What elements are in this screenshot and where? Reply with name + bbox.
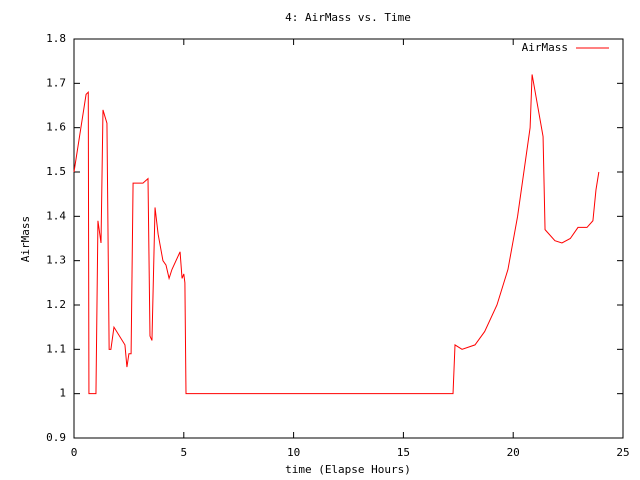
chart-title: 4: AirMass vs. Time xyxy=(285,11,411,24)
y-tick-label: 1.8 xyxy=(46,32,66,45)
y-tick-label: 1.6 xyxy=(46,121,66,134)
x-tick-label: 0 xyxy=(71,446,78,459)
y-tick-label: 1.4 xyxy=(46,209,66,222)
y-tick-label: 1 xyxy=(59,387,66,400)
y-tick-label: 0.9 xyxy=(46,431,66,444)
y-tick-label: 1.2 xyxy=(46,298,66,311)
data-line xyxy=(73,74,600,395)
y-tick-label: 1.3 xyxy=(46,254,66,267)
x-tick-label: 15 xyxy=(397,446,410,459)
y-tick-label: 1.7 xyxy=(46,76,66,89)
plot-frame xyxy=(73,38,624,439)
x-axis-label: time (Elapse Hours) xyxy=(285,463,411,476)
x-tick-label: 25 xyxy=(616,446,629,459)
x-tick-label: 20 xyxy=(507,446,520,459)
y-tick-label: 1.5 xyxy=(46,165,66,178)
y-axis-label: AirMass xyxy=(19,216,32,262)
x-tick-label: 5 xyxy=(180,446,187,459)
x-tick-label: 10 xyxy=(287,446,300,459)
y-tick-label: 1.1 xyxy=(46,342,66,355)
legend-label: AirMass xyxy=(522,41,568,54)
